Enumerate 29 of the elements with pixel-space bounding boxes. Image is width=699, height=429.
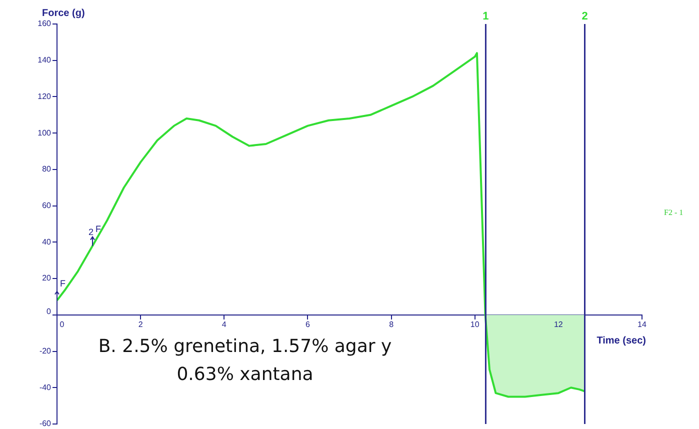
annotation: B. 2.5% grenetina, 1.57% agar y 0.63% xantana: [97, 335, 393, 387]
x-tick-label: 14: [638, 320, 647, 330]
y-tick-label: 20: [42, 274, 52, 283]
y-tick-label: -60: [39, 419, 52, 428]
annotation: 2: [88, 226, 94, 237]
x-axis-title: Time (sec): [596, 336, 646, 347]
annotation: F: [96, 224, 102, 234]
y-tick-label: 60: [42, 201, 52, 210]
y-tick-label: 120: [38, 92, 52, 101]
y-tick-label: 100: [38, 128, 52, 138]
annotation: 2: [582, 10, 588, 23]
y-tick-label: -40: [39, 382, 52, 392]
annotation: 1: [482, 10, 489, 23]
x-tick-label: 6: [305, 320, 310, 330]
x-tick-label: 8: [389, 320, 394, 330]
x-tick-label: 10: [470, 320, 480, 330]
x-tick-label: 12: [554, 320, 564, 330]
x-tick-label: 0: [60, 320, 65, 330]
text: F2 - 1: [664, 208, 684, 217]
x-tick-label: 4: [222, 320, 227, 330]
y-tick-label: 0: [46, 307, 52, 316]
x-tick-label: 2: [138, 320, 144, 330]
y-tick-label: 40: [42, 237, 52, 246]
y-tick-label: -20: [39, 346, 52, 356]
annotation: F: [60, 278, 66, 288]
y-tick-label: 140: [38, 56, 52, 65]
y-tick-label: 80: [42, 164, 52, 174]
y-axis-title: Force (g): [42, 8, 85, 19]
y-tick-label: 160: [38, 19, 52, 28]
